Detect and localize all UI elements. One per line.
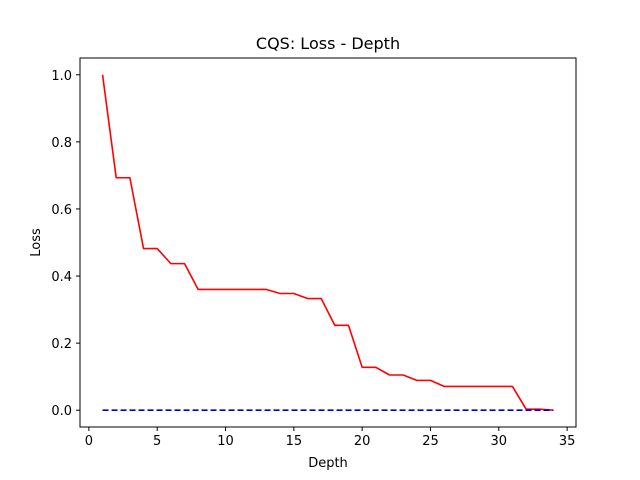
x-tick-label: 25 bbox=[422, 434, 439, 449]
y-tick-label: 0.8 bbox=[51, 136, 72, 151]
x-tick-label: 30 bbox=[491, 434, 508, 449]
y-tick-label: 0.0 bbox=[51, 404, 72, 419]
y-tick-label: 0.4 bbox=[51, 270, 72, 285]
series-line-1 bbox=[101, 74, 554, 412]
y-tick-label: 1.0 bbox=[51, 69, 72, 84]
y-tick-label: 0.2 bbox=[51, 337, 72, 352]
plot-frame bbox=[79, 57, 577, 428]
chart-title: CQS: Loss - Depth bbox=[256, 34, 400, 53]
x-axis: 0 5 10 15 20 25 30 35 bbox=[85, 427, 576, 449]
x-tick-label: 5 bbox=[153, 434, 161, 449]
x-tick-label: 35 bbox=[559, 434, 576, 449]
y-axis: 0.0 0.2 0.4 0.6 0.8 1.0 bbox=[51, 69, 80, 419]
x-tick-label: 10 bbox=[217, 434, 234, 449]
x-tick-label: 20 bbox=[354, 434, 371, 449]
series-layer bbox=[101, 74, 554, 412]
y-tick-label: 0.6 bbox=[51, 203, 72, 218]
x-axis-label: Depth bbox=[308, 456, 348, 471]
y-axis-label: Loss bbox=[29, 228, 44, 257]
x-tick-label: 0 bbox=[85, 434, 93, 449]
x-tick-label: 15 bbox=[286, 434, 303, 449]
